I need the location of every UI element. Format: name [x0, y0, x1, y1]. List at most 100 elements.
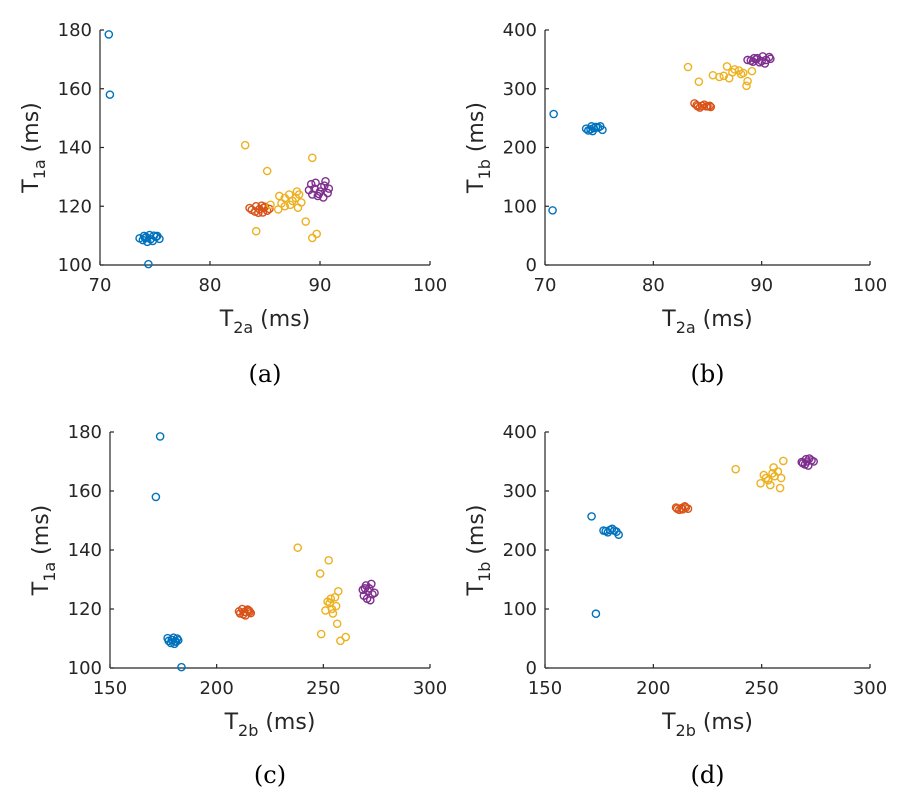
data-point — [140, 233, 150, 243]
x-axis-label: T2b (ms) — [224, 710, 316, 740]
series-1 — [548, 109, 607, 215]
series-3 — [293, 543, 351, 646]
data-point — [301, 217, 311, 226]
data-point — [177, 662, 186, 672]
data-point — [144, 259, 153, 269]
data-point — [719, 71, 729, 81]
data-point — [364, 584, 374, 593]
data-point — [273, 205, 283, 214]
x-axis-label-unit: (ms) — [696, 307, 753, 332]
x-tick-label: 80 — [642, 275, 665, 296]
y-tick-label: 160 — [58, 79, 92, 100]
data-point — [104, 30, 114, 39]
data-point — [321, 606, 330, 615]
series-4 — [358, 579, 379, 605]
data-point — [587, 122, 596, 131]
data-point — [742, 81, 751, 91]
y-axis-label-sub: 1a — [30, 159, 49, 179]
y-tick-label: 140 — [68, 540, 102, 561]
data-point — [370, 588, 379, 598]
x-axis-label-sub: 2b — [676, 721, 696, 740]
data-point — [706, 102, 716, 112]
x-tick-label: 80 — [199, 275, 222, 296]
data-point — [581, 124, 591, 133]
x-axis-label: T2a (ms) — [661, 307, 753, 337]
data-point — [258, 208, 268, 217]
x-tick-label: 90 — [309, 275, 332, 296]
x-tick-label: 200 — [636, 678, 670, 699]
x-axis-label-base: T — [661, 710, 676, 735]
data-point — [304, 185, 314, 195]
data-point — [776, 473, 786, 483]
data-point — [548, 206, 557, 215]
data-point — [722, 62, 732, 71]
series-2 — [690, 99, 716, 112]
data-point — [599, 526, 608, 535]
y-axis-label-unit: (ms) — [29, 505, 54, 562]
x-tick-label: 100 — [413, 275, 447, 296]
y-axis-label-sub: 1b — [475, 562, 494, 582]
data-point — [769, 463, 778, 472]
x-tick-label: 300 — [853, 678, 887, 699]
x-tick-label: 90 — [750, 275, 773, 296]
x-axis-label-base: T — [224, 710, 239, 735]
series-2 — [245, 201, 274, 218]
data-point — [151, 492, 161, 502]
data-point — [362, 594, 372, 603]
data-point — [240, 140, 250, 150]
data-point — [324, 556, 333, 565]
data-point — [341, 632, 351, 642]
data-point — [598, 125, 607, 135]
data-point — [323, 188, 333, 198]
y-axis-label-sub: 1b — [475, 159, 494, 179]
y-axis-label-base: T — [464, 179, 489, 194]
data-point — [766, 480, 775, 490]
x-axis-label-base: T — [661, 307, 676, 332]
data-point — [693, 102, 703, 111]
data-point — [724, 73, 734, 83]
data-point — [311, 178, 320, 188]
data-point — [285, 200, 295, 210]
data-point — [587, 512, 596, 521]
data-point — [293, 543, 303, 552]
data-point — [274, 191, 284, 201]
panel-caption: (d) — [690, 761, 724, 789]
y-axis-label-unit: (ms) — [464, 505, 489, 562]
data-point — [155, 432, 165, 441]
series-1 — [104, 30, 164, 269]
data-point — [333, 587, 343, 596]
data-point — [756, 479, 765, 488]
series-3 — [683, 62, 757, 91]
y-tick-label: 300 — [503, 79, 537, 100]
y-axis-label-unit: (ms) — [464, 102, 489, 159]
x-axis-label: T2b (ms) — [661, 710, 753, 740]
data-point — [738, 68, 748, 78]
x-tick-label: 70 — [89, 275, 112, 296]
data-point — [360, 584, 370, 593]
x-axis-label-sub: 2b — [238, 721, 258, 740]
data-point — [760, 59, 770, 68]
data-point — [801, 454, 811, 464]
series-4 — [304, 176, 334, 202]
data-point — [743, 55, 752, 65]
data-point — [367, 579, 376, 589]
data-point — [307, 153, 317, 163]
y-tick-label: 160 — [68, 481, 102, 502]
y-axis-label-base: T — [29, 581, 54, 596]
data-point — [332, 619, 342, 629]
data-point — [683, 504, 693, 514]
y-tick-label: 200 — [503, 138, 537, 159]
data-point — [746, 56, 756, 65]
data-point — [694, 77, 704, 86]
data-point — [152, 231, 162, 241]
y-axis-label: T1b (ms) — [464, 102, 494, 194]
y-tick-label: 300 — [503, 481, 537, 502]
y-tick-label: 100 — [68, 658, 102, 679]
y-axis-label-sub: 1a — [40, 562, 59, 582]
data-point — [296, 198, 306, 207]
data-point — [324, 184, 334, 193]
